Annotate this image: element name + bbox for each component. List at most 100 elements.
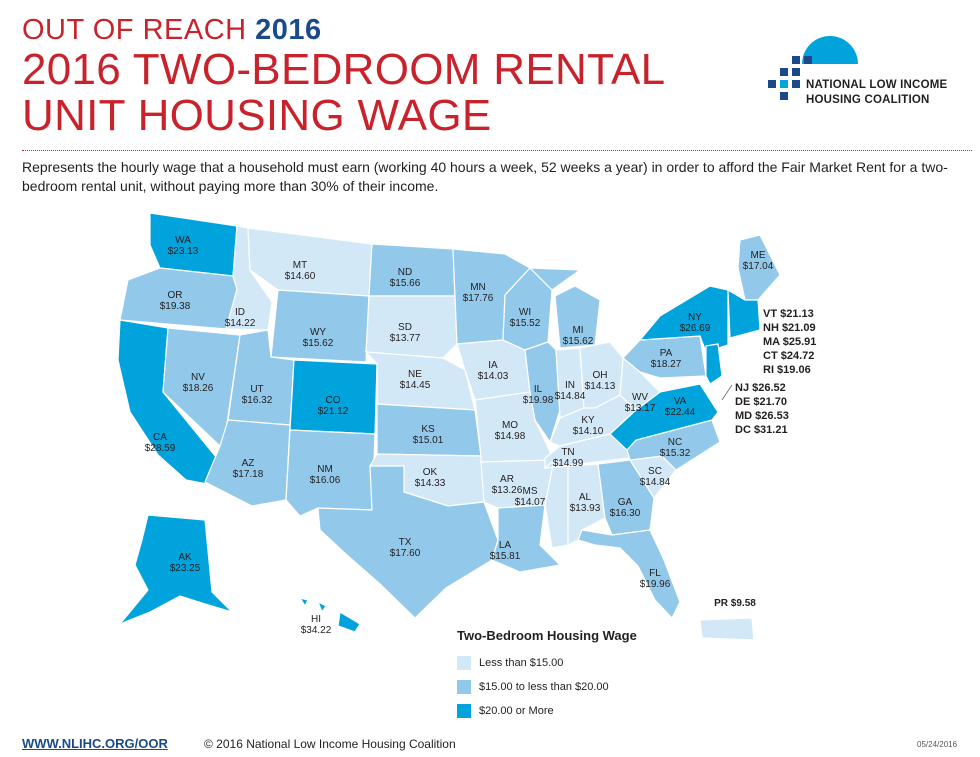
page-title-line1: 2016 TWO-BEDROOM RENTAL	[22, 45, 666, 94]
state-label-me: ME	[751, 250, 766, 261]
legend-item-mid: $15.00 to less than $20.00	[457, 675, 637, 699]
legend-item-high: $20.00 or More	[457, 699, 637, 723]
state-label-hi: HI	[311, 614, 321, 625]
state-label-in: IN	[565, 380, 575, 391]
state-wage-oh: $14.13	[585, 381, 616, 392]
state-wage-ia: $14.03	[478, 371, 509, 382]
state-wage-me: $17.04	[743, 261, 774, 272]
state-mt	[247, 227, 373, 297]
state-wage-ne: $14.45	[400, 380, 431, 391]
callout-vt: VT $21.13	[763, 308, 814, 320]
state-label-nd: ND	[398, 267, 412, 278]
logo-text: NATIONAL LOW INCOME HOUSING COALITION	[806, 78, 947, 108]
kicker-text: OUT OF REACH	[22, 14, 247, 46]
callout-nh: NH $21.09	[763, 322, 816, 334]
state-wage-il: $19.98	[523, 395, 554, 406]
footer-link[interactable]: WWW.NLIHC.ORG/OOR	[22, 736, 168, 751]
callout-dc: DC $31.21	[735, 424, 788, 436]
state-wage-wy: $15.62	[303, 338, 334, 349]
state-wage-pa: $18.27	[651, 359, 682, 370]
state-label-ms: MS	[523, 486, 538, 497]
state-wage-co: $21.12	[318, 406, 349, 417]
state-label-fl: FL	[649, 568, 661, 579]
state-wage-tn: $14.99	[553, 458, 584, 469]
state-va	[609, 383, 719, 451]
footer-copyright: © 2016 National Low Income Housing Coali…	[204, 737, 456, 751]
state-label-mi: MI	[572, 325, 583, 336]
header: OUT OF REACH 2016 2016 TWO-BEDROOM RENTA…	[22, 14, 665, 138]
state-label-la: LA	[499, 540, 512, 551]
state-label-ia: IA	[488, 360, 498, 371]
state-wage-or: $19.38	[160, 301, 191, 312]
state-wage-nd: $15.66	[390, 278, 421, 289]
state-wage-nm: $16.06	[310, 475, 341, 486]
state-wage-nv: $18.26	[183, 383, 214, 394]
state-label-ar: AR	[500, 474, 514, 485]
state-label-pr: PR $9.58	[714, 598, 756, 609]
description: Represents the hourly wage that a househ…	[22, 159, 948, 194]
state-label-al: AL	[579, 492, 592, 503]
northeast-callouts: VT $21.13 NH $21.09 MA $25.91 CT $24.72 …	[763, 307, 816, 377]
state-ak	[119, 514, 233, 625]
state-wage-hi: $34.22	[301, 625, 332, 636]
state-wage-ak: $23.25	[170, 563, 201, 574]
state-wage-ga: $16.30	[610, 508, 641, 519]
state-wage-ok: $14.33	[415, 478, 446, 489]
state-wage-sd: $13.77	[390, 333, 421, 344]
legend: Two-Bedroom Housing Wage Less than $15.0…	[457, 628, 637, 723]
state-label-il: IL	[534, 384, 543, 395]
state-label-mn: MN	[470, 282, 486, 293]
callout-ct: CT $24.72	[763, 350, 815, 362]
state-label-ut: UT	[250, 384, 263, 395]
page-title-line2: UNIT HOUSING WAGE	[22, 91, 492, 140]
state-ny	[638, 285, 729, 353]
state-label-va: VA	[674, 396, 687, 407]
callout-ri: RI $19.06	[763, 364, 811, 376]
state-label-wi: WI	[519, 307, 531, 318]
logo-line1: NATIONAL LOW INCOME	[806, 79, 948, 91]
report-kicker: OUT OF REACH 2016	[22, 14, 665, 46]
legend-item-low: Less than $15.00	[457, 651, 637, 675]
state-wage-al: $13.93	[570, 503, 601, 514]
state-wa	[149, 212, 238, 277]
state-label-mo: MO	[502, 420, 518, 431]
state-wage-ky: $14.10	[573, 426, 604, 437]
state-wage-va: $22.44	[665, 407, 696, 418]
legend-label-low: Less than $15.00	[479, 657, 564, 669]
state-wage-mi: $15.62	[563, 336, 594, 347]
state-wage-ks: $15.01	[413, 435, 444, 446]
state-wage-mn: $17.76	[463, 293, 494, 304]
state-label-tn: TN	[561, 447, 574, 458]
state-label-ok: OK	[423, 467, 438, 478]
state-label-nv: NV	[191, 372, 205, 383]
state-wage-ca: $28.59	[145, 443, 176, 454]
state-label-ga: GA	[618, 497, 633, 508]
state-hi	[298, 597, 361, 633]
state-label-wv: WV	[632, 392, 648, 403]
state-fl	[577, 529, 681, 620]
callout-ma: MA $25.91	[763, 336, 817, 348]
state-wage-az: $17.18	[233, 469, 264, 480]
state-il	[524, 341, 561, 444]
state-wage-fl: $19.96	[640, 579, 671, 590]
state-label-wa: WA	[175, 235, 191, 246]
state-tx	[317, 465, 499, 619]
kicker-year: 2016	[255, 14, 322, 46]
nlihc-logo-icon	[768, 36, 858, 100]
state-label-ny: NY	[688, 312, 702, 323]
state-wage-in: $14.84	[555, 391, 586, 402]
state-label-or: OR	[168, 290, 183, 301]
state-ne3	[727, 288, 761, 339]
state-wage-wa: $23.13	[168, 246, 199, 257]
state-wage-ny: $26.69	[680, 323, 711, 334]
state-label-co: CO	[326, 395, 341, 406]
state-label-ks: KS	[421, 424, 435, 435]
state-wy	[270, 289, 370, 363]
state-wage-wi: $15.52	[510, 318, 541, 329]
state-nc	[626, 419, 721, 471]
state-pr	[699, 617, 755, 641]
state-label-wy: WY	[310, 327, 326, 338]
state-wage-wv: $13.17	[625, 403, 656, 414]
state-sd	[365, 295, 458, 359]
